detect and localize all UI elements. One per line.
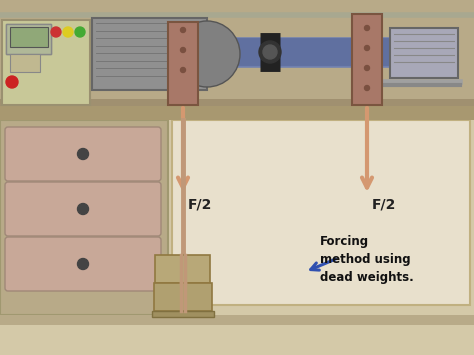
Bar xyxy=(152,311,214,317)
Circle shape xyxy=(263,45,277,59)
FancyBboxPatch shape xyxy=(5,237,161,291)
Circle shape xyxy=(365,86,370,91)
Text: F/2: F/2 xyxy=(188,197,212,211)
Bar xyxy=(155,255,210,283)
Circle shape xyxy=(181,48,185,53)
Circle shape xyxy=(63,27,73,37)
Circle shape xyxy=(78,203,89,214)
Bar xyxy=(390,28,458,78)
Circle shape xyxy=(181,27,185,33)
Bar xyxy=(168,22,198,105)
Circle shape xyxy=(78,258,89,269)
Bar xyxy=(172,120,470,305)
Bar xyxy=(0,105,474,120)
Circle shape xyxy=(181,67,185,72)
Bar xyxy=(0,315,474,325)
Circle shape xyxy=(174,21,240,87)
Bar xyxy=(0,120,168,315)
Circle shape xyxy=(365,66,370,71)
Bar xyxy=(0,310,474,355)
Bar xyxy=(154,283,212,311)
Bar xyxy=(10,27,48,47)
Circle shape xyxy=(6,76,18,88)
Bar xyxy=(6,24,51,54)
Circle shape xyxy=(51,27,61,37)
Bar xyxy=(2,20,90,105)
Bar xyxy=(6,24,51,54)
FancyBboxPatch shape xyxy=(5,182,161,236)
Bar xyxy=(0,0,474,120)
Circle shape xyxy=(365,45,370,50)
Circle shape xyxy=(78,148,89,159)
Text: Forcing
method using
dead weights.: Forcing method using dead weights. xyxy=(320,235,414,284)
Bar xyxy=(10,54,40,72)
FancyBboxPatch shape xyxy=(5,127,161,181)
Circle shape xyxy=(365,26,370,31)
Bar xyxy=(352,14,382,105)
Circle shape xyxy=(259,41,281,63)
Bar xyxy=(92,18,207,90)
Text: F/2: F/2 xyxy=(372,197,396,211)
Circle shape xyxy=(75,27,85,37)
